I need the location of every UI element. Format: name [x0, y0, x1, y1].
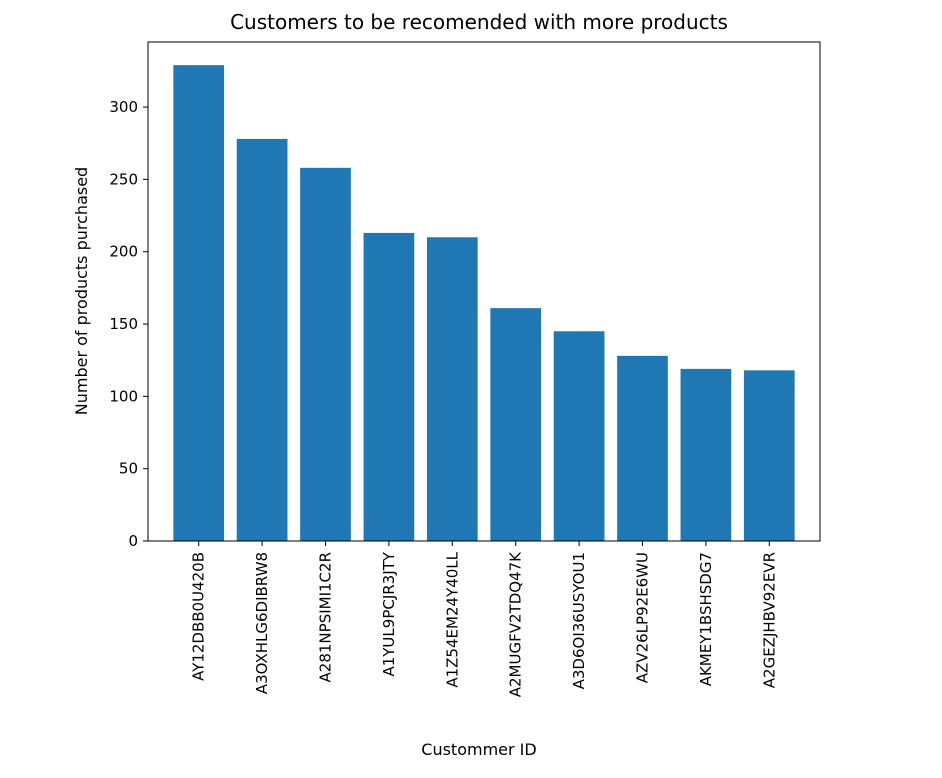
y-tick-label: 100 [109, 387, 138, 405]
x-tick-label: A2MUGFV2TDQ47K [507, 551, 525, 697]
x-tick-label: AZV26LP92E6WU [633, 552, 651, 683]
x-tick-label: A281NPSIMI1C2R [317, 552, 335, 682]
chart-title: Customers to be recomended with more pro… [230, 10, 728, 34]
bar-A281NPSIMI1C2R [300, 167, 351, 541]
y-tick-label: 0 [128, 532, 138, 550]
bar-A2MUGFV2TDQ47K [490, 308, 542, 541]
bar-A1Z54EM24Y40LL [426, 237, 478, 541]
y-tick-label: 50 [119, 460, 138, 478]
y-tick-label: 250 [109, 170, 138, 188]
y-tick-label: 300 [109, 98, 138, 116]
bars-group [173, 65, 795, 542]
bar-AY12DBB0U420B [173, 65, 225, 541]
x-tick-label: A3D6OI36USYOU1 [570, 552, 588, 689]
x-tick-label: A2GEZJHBV92EVR [760, 552, 778, 688]
bar-A3D6OI36USYOU1 [553, 331, 605, 541]
x-tick-label: AKMEY1BSHSDG7 [697, 552, 715, 686]
y-tick-label: 200 [109, 243, 138, 261]
bar-AZV26LP92E6WU [617, 355, 668, 541]
x-axis-ticks: AY12DBB0U420B A3OXHLG6DIBRW8 A281NPSIMI1C2… [190, 541, 778, 697]
x-tick-label: A1YUL9PCJR3JTY [380, 551, 398, 676]
x-axis-label: Custommer ID [421, 740, 536, 759]
y-axis-ticks: 0 50 100 150 200 250 300 [109, 98, 148, 550]
x-tick-label: A1Z54EM24Y40LL [443, 551, 461, 687]
plot-area-frame [147, 41, 821, 542]
y-tick-label: 150 [109, 315, 138, 333]
bar-A3OXHLG6DIBRW8 [236, 138, 288, 541]
x-tick-label: A3OXHLG6DIBRW8 [253, 552, 271, 694]
bar-A1YUL9PCJR3JTY [363, 232, 415, 542]
bar-AKMEY1BSHSDG7 [680, 368, 732, 541]
bar-A2GEZJHBV92EVR [743, 370, 795, 541]
y-axis-label: Number of products purchased [72, 167, 91, 415]
x-tick-label: AY12DBB0U420B [190, 552, 208, 681]
